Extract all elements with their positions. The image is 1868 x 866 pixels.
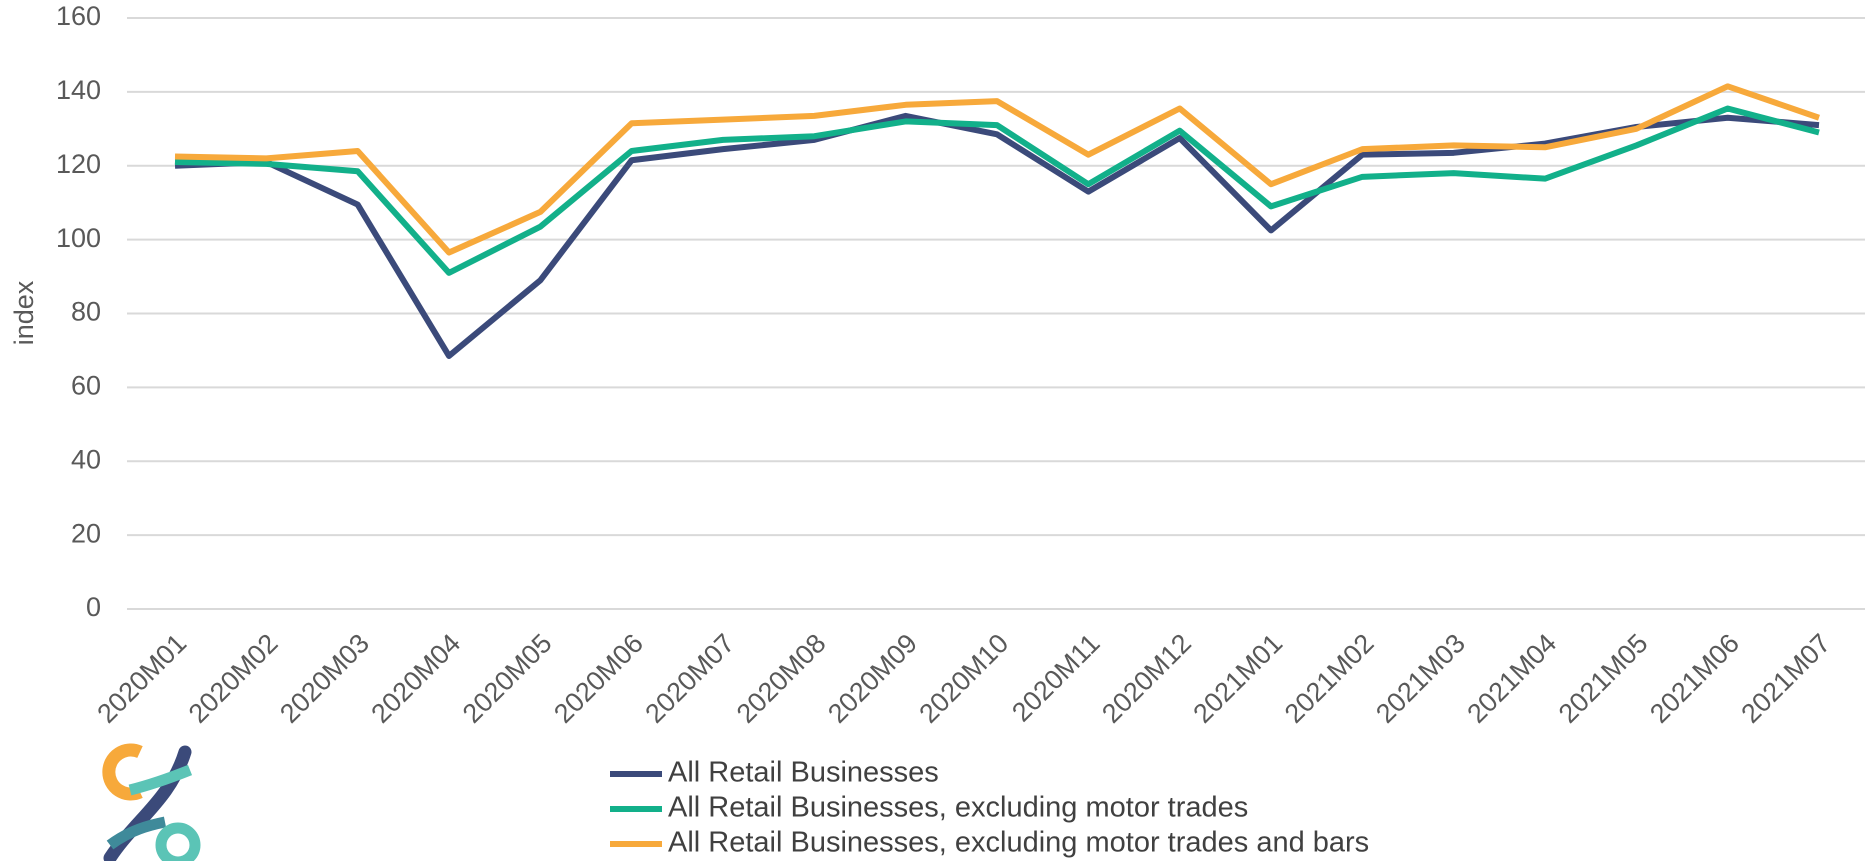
x-tick-label: 2020M11	[1006, 628, 1105, 727]
y-tick-label: 80	[71, 297, 101, 327]
y-tick-label: 40	[71, 444, 101, 474]
legend-label: All Retail Businesses, excluding motor t…	[668, 792, 1248, 824]
y-tick-label: 20	[71, 518, 101, 548]
x-tick-label: 2021M07	[1735, 628, 1836, 729]
y-tick-label: 60	[71, 371, 101, 401]
y-axis-label: index	[9, 280, 39, 345]
x-tick-label: 2020M07	[639, 628, 740, 729]
series-line	[174, 83, 1820, 256]
x-tick-label: 2020M09	[822, 628, 923, 729]
x-tick-label: 2021M02	[1279, 628, 1380, 729]
y-tick-label: 140	[56, 75, 101, 105]
x-tick-label: 2020M03	[274, 628, 375, 729]
x-tick-label: 2020M06	[548, 628, 649, 729]
y-tick-label: 100	[56, 223, 101, 253]
series-line	[174, 112, 1820, 359]
x-tick-label: 2020M08	[731, 628, 832, 729]
series-line	[174, 105, 1820, 276]
legend-label: All Retail Businesses	[668, 757, 939, 789]
y-tick-label: 120	[56, 149, 101, 179]
x-tick-label: 2020M04	[365, 628, 466, 729]
x-tick-label: 2020M05	[457, 628, 558, 729]
x-tick-label: 2021M05	[1553, 628, 1654, 729]
x-tick-label: 2021M04	[1461, 628, 1562, 729]
y-tick-label: 160	[56, 1, 101, 31]
logo	[102, 743, 201, 866]
y-tick-label: 0	[86, 592, 101, 622]
x-tick-label: 2020M10	[913, 628, 1014, 729]
x-tick-label: 2020M02	[183, 628, 284, 729]
x-tick-label: 2020M12	[1096, 628, 1197, 729]
legend-label: All Retail Businesses, excluding motor t…	[668, 827, 1369, 859]
x-tick-label: 2020M01	[91, 628, 192, 729]
x-tick-label: 2021M01	[1187, 628, 1288, 729]
x-tick-label: 2021M06	[1644, 628, 1745, 729]
x-tick-label: 2021M03	[1370, 628, 1471, 729]
